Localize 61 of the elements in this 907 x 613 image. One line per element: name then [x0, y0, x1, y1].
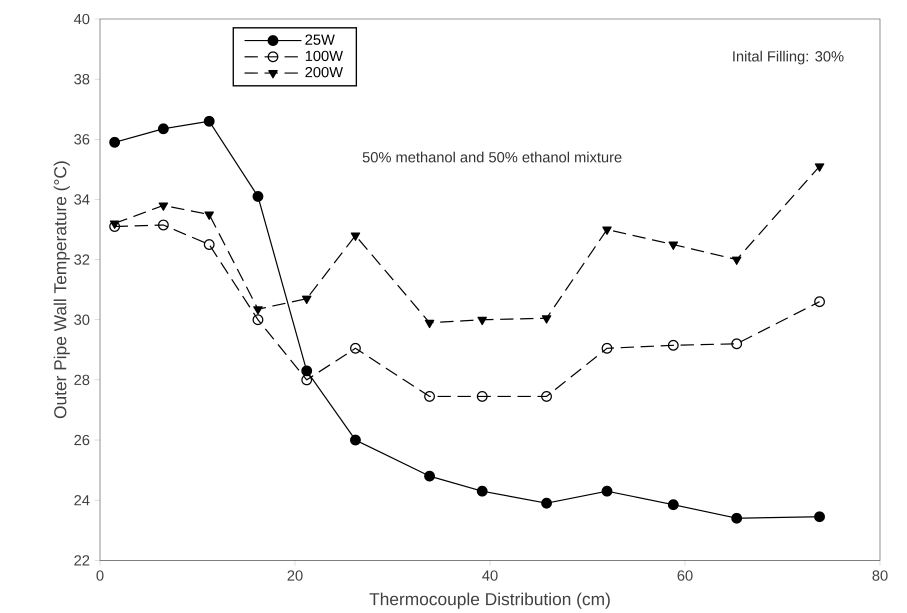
point: [110, 220, 120, 229]
point: [301, 365, 312, 376]
x-axis-title: Thermocouple Distribution (cm): [370, 592, 610, 609]
point: [424, 470, 435, 482]
point: [252, 314, 264, 326]
legend-label: 200W: [305, 66, 343, 78]
point: [302, 296, 312, 304]
x-tick-label: 60: [678, 570, 693, 581]
x-tick-label: 20: [288, 570, 303, 581]
point: [541, 498, 552, 509]
point: [204, 239, 215, 250]
y-tick-label: 34: [74, 194, 90, 205]
point: [814, 296, 825, 308]
point: [731, 512, 742, 524]
x-tick-label: 40: [482, 570, 498, 581]
point: [301, 374, 312, 386]
legend-label: 100W: [306, 50, 343, 61]
point: [668, 340, 679, 351]
point: [253, 306, 263, 315]
x-tick-label: 80: [872, 570, 888, 581]
point: [158, 202, 168, 211]
point: [476, 390, 488, 402]
point: [158, 220, 169, 230]
point: [602, 342, 612, 354]
annotation: 50% methanol and 50% ethanol mixture: [362, 152, 622, 162]
annotation: Inital Filling: 30%: [733, 50, 844, 64]
point: [476, 486, 488, 496]
y-tick-label: 22: [74, 555, 90, 566]
point: [732, 256, 742, 265]
y-tick-label: 38: [74, 74, 90, 84]
x-tick-label: 0: [96, 570, 104, 581]
point: [109, 221, 120, 232]
point: [731, 338, 742, 350]
y-tick-label: 40: [74, 14, 90, 24]
y-axis-title: Outer Pipe Wall Temperature (°C): [54, 161, 70, 418]
point: [477, 316, 487, 326]
y-tick-label: 32: [74, 254, 90, 265]
point: [204, 116, 215, 127]
point: [541, 390, 552, 402]
point: [252, 190, 264, 202]
point: [350, 434, 361, 446]
point: [602, 486, 612, 496]
legend-label: 25W: [305, 34, 335, 45]
y-tick-label: 28: [74, 374, 90, 385]
point: [204, 211, 214, 220]
point: [668, 241, 678, 250]
point: [424, 390, 435, 402]
y-tick-label: 24: [74, 494, 90, 506]
y-tick-label: 30: [74, 314, 90, 325]
point: [158, 123, 169, 134]
point: [814, 511, 825, 522]
point: [602, 226, 612, 235]
point: [109, 136, 120, 148]
point: [814, 163, 824, 172]
y-tick-label: 26: [74, 434, 90, 446]
y-tick-label: 36: [74, 134, 90, 144]
point: [350, 232, 360, 241]
point: [668, 499, 679, 510]
point: [350, 342, 361, 354]
point: [542, 315, 552, 324]
point: [424, 320, 434, 328]
